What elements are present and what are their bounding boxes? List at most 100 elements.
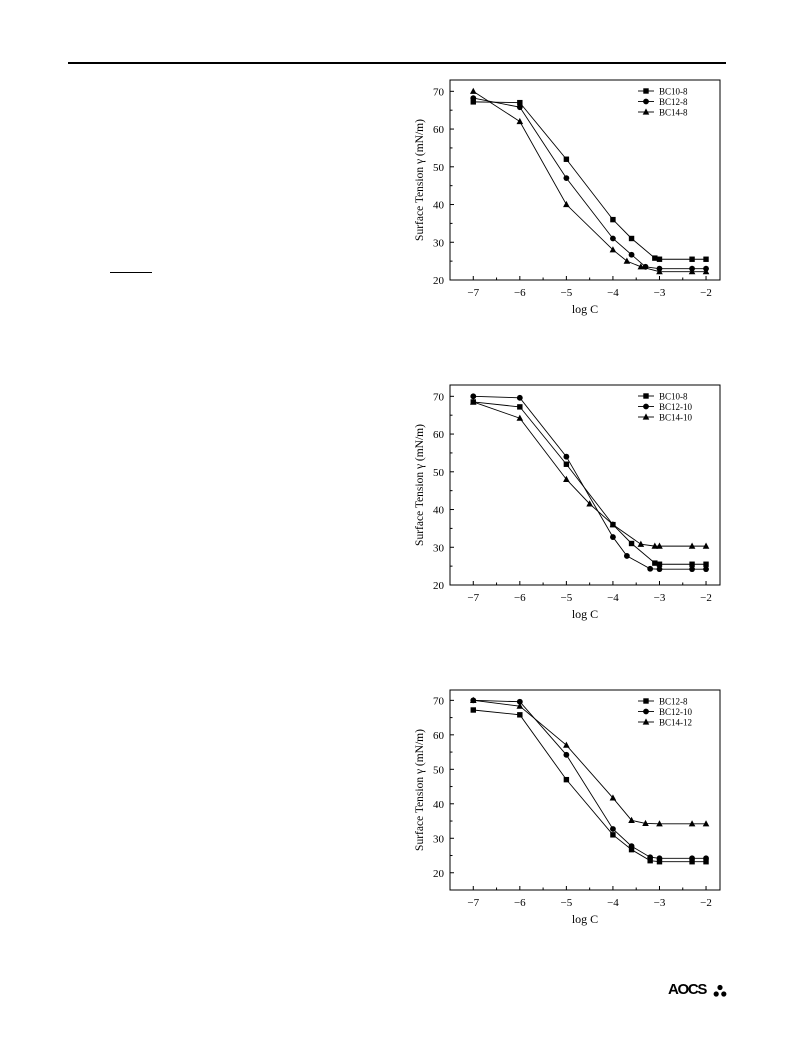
x-tick-label: −4 (607, 287, 619, 299)
y-tick-label: 70 (433, 391, 445, 403)
x-axis-label: log C (572, 912, 598, 926)
data-point (563, 751, 570, 758)
legend-item: BC10-8 (638, 87, 688, 97)
y-tick-label: 70 (433, 695, 445, 707)
legend-item: BC12-10 (638, 707, 693, 717)
aocs-logo-mark-icon (713, 984, 727, 997)
legend-item: BC12-8 (638, 697, 688, 707)
legend-item: BC14-12 (638, 718, 692, 728)
data-point (563, 475, 570, 482)
y-tick-label: 40 (433, 200, 445, 212)
data-point (609, 521, 617, 528)
data-point (609, 794, 617, 801)
series-BC14-8 (469, 87, 710, 275)
data-point (516, 394, 523, 401)
series-BC14-12 (469, 696, 710, 827)
data-point (656, 542, 663, 549)
data-point (469, 398, 477, 405)
x-tick-label: −6 (514, 897, 526, 909)
data-point (688, 820, 696, 827)
data-point (647, 565, 654, 572)
y-tick-label: 20 (433, 275, 445, 287)
series-line (473, 401, 707, 547)
y-tick-label: 20 (433, 580, 445, 592)
data-point (656, 855, 663, 862)
y-tick-label: 60 (433, 730, 445, 742)
x-tick-label: −7 (467, 592, 479, 604)
legend-label: BC14-8 (659, 108, 688, 118)
x-tick-label: −2 (700, 592, 712, 604)
data-point (689, 859, 695, 865)
legend-label: BC12-8 (659, 697, 688, 707)
y-tick-label: 50 (433, 162, 445, 174)
data-point (637, 263, 645, 270)
series-line (473, 401, 707, 565)
data-point (623, 553, 630, 559)
y-axis-label: Surface Tension γ (mN/m) (414, 424, 426, 546)
x-axis-label: log C (572, 607, 598, 621)
legend-item: BC10-8 (638, 392, 688, 402)
chart-surface-tension-1: 20 30 40 50 60 70 −7 −6 −5 −4 −3 −2 log C Surface Ten… (414, 79, 721, 316)
data-point (652, 255, 658, 261)
legend-label: BC10-8 (659, 87, 688, 97)
plot-frame (449, 689, 721, 891)
legend-marker (642, 413, 650, 420)
series-BC10-8 (470, 99, 709, 262)
data-point (703, 256, 709, 262)
plot-frame (449, 384, 721, 586)
x-tick-label: −7 (467, 897, 479, 909)
x-tick-label: −3 (654, 592, 666, 604)
series-BC12-8 (470, 95, 709, 272)
series-BC14-10 (469, 398, 710, 549)
y-tick-label: 40 (433, 505, 445, 517)
x-axis-label: log C (572, 302, 598, 316)
data-point (610, 826, 616, 832)
data-point (563, 175, 570, 182)
y-tick-label: 40 (433, 799, 445, 811)
data-point (656, 566, 663, 573)
data-point (470, 707, 476, 713)
y-tick-label: 20 (433, 868, 445, 880)
x-tick-label: −5 (561, 592, 573, 604)
x-tick-label: −2 (700, 897, 712, 909)
x-tick-label: −2 (700, 287, 712, 299)
legend-marker (643, 393, 649, 399)
series-line (473, 709, 707, 863)
data-point (656, 859, 663, 865)
data-point (469, 696, 477, 703)
data-point (703, 561, 709, 567)
data-point (563, 776, 570, 783)
data-point (702, 542, 710, 549)
x-tick-label: −6 (514, 287, 526, 299)
data-point (656, 268, 663, 275)
data-point (688, 268, 696, 275)
series-BC10-8 (470, 399, 709, 567)
data-point (702, 268, 710, 275)
x-tick-label: −5 (561, 897, 573, 909)
chart-surface-tension-2: 20 30 40 50 60 70 −7 −6 −5 −4 −3 −2 log C Surface Ten… (414, 384, 721, 621)
x-tick-label: −4 (607, 897, 619, 909)
series-BC12-10 (470, 393, 709, 573)
data-point (610, 534, 616, 540)
data-point (689, 566, 695, 573)
legend-marker (642, 718, 650, 725)
x-tick-label: −7 (467, 287, 479, 299)
data-point (647, 857, 653, 864)
data-point (563, 200, 570, 208)
legend-marker (643, 698, 649, 704)
data-point (628, 251, 635, 258)
series-BC12-8 (470, 707, 709, 865)
legend-item: BC12-10 (638, 402, 693, 412)
data-point (647, 854, 654, 861)
series-line (473, 101, 707, 260)
data-point (656, 820, 663, 827)
series-line (473, 90, 707, 273)
y-axis-label: Surface Tension γ (mN/m) (414, 729, 426, 851)
data-point (516, 414, 524, 421)
y-tick-label: 30 (433, 833, 445, 845)
data-point (516, 117, 524, 125)
data-point (628, 540, 635, 547)
x-tick-label: −4 (607, 592, 619, 604)
aocs-logo: AOCS (668, 981, 730, 1003)
legend-marker (642, 108, 650, 115)
